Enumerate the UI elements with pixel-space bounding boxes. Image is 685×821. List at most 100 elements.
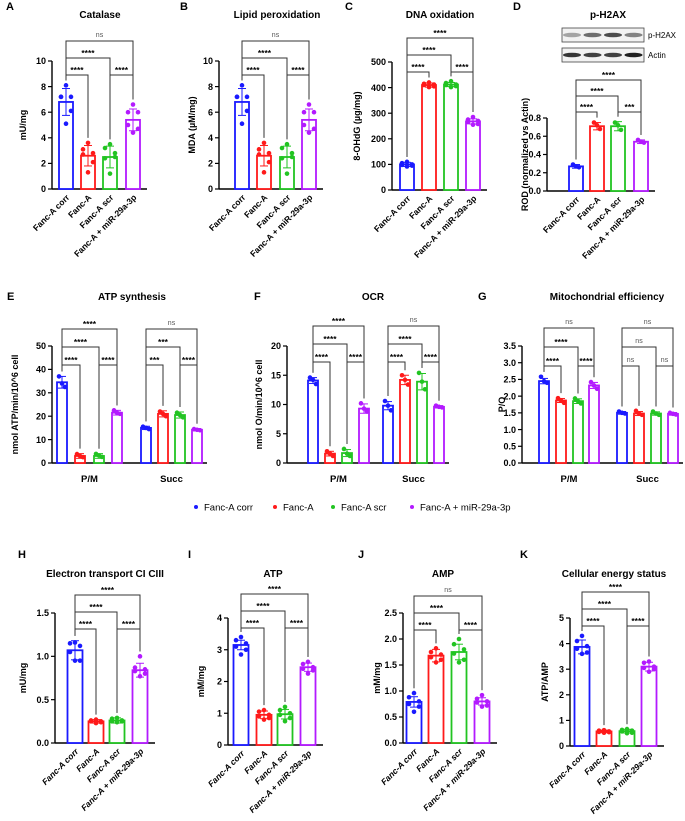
data-point (90, 159, 96, 165)
data-point (238, 652, 244, 657)
significance-label: ns (272, 32, 280, 39)
panel-B: B Lipid peroxidation 0 2 4 6 8 10 MDA (µM/mg) ***… (180, 1, 323, 259)
data-point (56, 374, 62, 379)
bar-E-1-1 (157, 412, 169, 464)
significance-label: **** (246, 65, 260, 75)
y-tick-label: 5 (276, 429, 281, 439)
y-tick-label: 300 (371, 108, 386, 118)
bar-D-0-1 (589, 125, 605, 192)
group-label: P/M (81, 474, 98, 485)
significance-label: ns (644, 319, 652, 326)
data-point (233, 644, 239, 649)
y-tick-label: 400 (371, 83, 386, 93)
significance-label: **** (83, 319, 97, 329)
legend-marker (410, 505, 414, 509)
significance-label: **** (579, 356, 593, 366)
blot-band (583, 52, 602, 58)
data-point (289, 150, 295, 156)
data-point (256, 709, 262, 714)
panel-E: E ATP synthesis 0 10 20 30 40 50 nmol ATP/min/10… (7, 291, 207, 485)
bar-G-1-2 (650, 412, 662, 464)
data-point (591, 120, 597, 125)
data-point (125, 122, 131, 128)
data-point (456, 660, 462, 665)
bar-C-0-3 (465, 120, 481, 191)
bar-G-0-3 (588, 384, 600, 464)
significance-label: **** (554, 337, 568, 347)
data-point (629, 730, 635, 735)
data-point (624, 730, 630, 736)
data-point (102, 155, 108, 161)
data-point (112, 150, 118, 156)
data-point (579, 651, 585, 657)
data-point (433, 646, 439, 651)
y-axis-label: nmol O/min/10^6 cell (254, 360, 264, 450)
y-tick-label: 1.0 (36, 652, 49, 662)
y-tick-label: 6 (208, 107, 213, 117)
data-point (347, 453, 353, 459)
data-point (130, 130, 136, 135)
blot-band (604, 32, 622, 38)
significance-bracket (61, 328, 118, 406)
blot-label: Actin (648, 51, 666, 60)
significance-bracket (240, 593, 309, 657)
data-point (433, 660, 439, 665)
panel-letter: H (18, 549, 26, 561)
panel-title: DNA oxidation (406, 10, 475, 21)
y-tick-label: 0.6 (528, 131, 541, 141)
y-tick-label: 0 (559, 741, 564, 751)
data-point (90, 150, 96, 156)
data-point (305, 671, 311, 676)
data-point (588, 379, 594, 385)
blot-band (583, 32, 602, 38)
y-axis-label: ROD (normalized vs Actin) (520, 98, 530, 211)
data-point (416, 699, 422, 704)
panel-title: Catalase (79, 10, 121, 21)
data-point (474, 696, 480, 702)
y-axis-label: mU/mg (18, 663, 28, 694)
panel-letter: B (180, 1, 188, 13)
data-point (244, 108, 250, 114)
significance-label: **** (74, 337, 88, 347)
y-tick-label: 1.5 (36, 608, 49, 618)
significance-label: ns (444, 587, 452, 594)
data-point (465, 119, 471, 125)
y-tick-label: 50 (36, 341, 46, 351)
data-point (306, 130, 312, 135)
data-point (404, 164, 410, 169)
significance-label: **** (81, 48, 95, 58)
group-label: Succ (160, 474, 183, 485)
bar-H-0-0 (66, 649, 84, 744)
data-point (576, 164, 582, 170)
data-point (261, 140, 267, 146)
data-point (470, 114, 476, 120)
data-point (114, 715, 120, 721)
legend-marker (194, 505, 198, 509)
significance-label: **** (586, 616, 600, 626)
data-point (244, 94, 250, 100)
data-point (72, 640, 78, 645)
significance-bracket (575, 79, 642, 160)
data-point (261, 717, 267, 722)
significance-label: *** (158, 337, 169, 347)
data-point (641, 660, 647, 666)
data-point (132, 665, 138, 670)
y-tick-label: 100 (371, 160, 386, 170)
panel-title: Mitochondrial efficiency (550, 292, 665, 303)
data-point (93, 720, 99, 726)
significance-bracket (543, 327, 595, 378)
data-point (411, 690, 417, 696)
legend-marker (331, 505, 335, 509)
data-point (256, 714, 262, 719)
data-point (639, 412, 645, 418)
data-point (484, 703, 490, 708)
y-tick-label: 2 (217, 677, 222, 687)
panel-K: K Cellular energy status 0 1 2 3 4 5 ATP/AMP ****… (520, 549, 667, 816)
significance-label: ns (168, 320, 176, 327)
data-point (448, 78, 454, 84)
data-point (300, 666, 306, 672)
y-axis-label: 8-OHdG (µg/mg) (352, 91, 362, 160)
data-point (596, 729, 602, 735)
significance-label: **** (332, 316, 346, 326)
data-point (180, 415, 186, 420)
